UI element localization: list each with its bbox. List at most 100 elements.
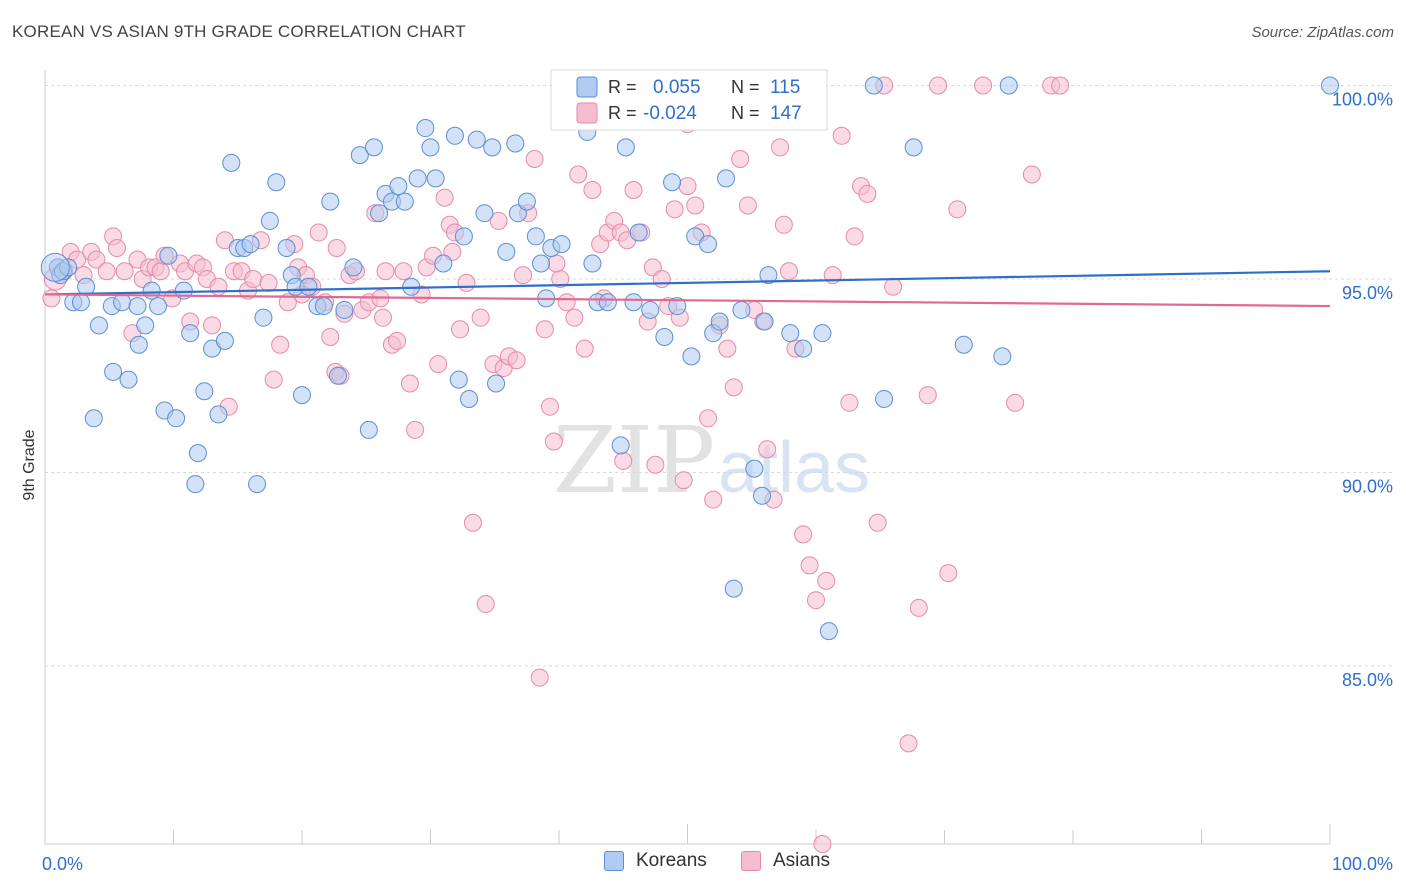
korean-point-23: [186, 475, 205, 494]
asian-point-82: [535, 320, 554, 339]
legend-item-koreans[interactable]: Koreans: [604, 850, 707, 872]
asian-point-69: [457, 273, 476, 292]
korean-point-54: [389, 177, 408, 196]
asians-points: [42, 76, 1070, 853]
asian-point-59: [400, 374, 419, 393]
korean-point-106: [813, 324, 832, 343]
y-tick-label-1: 90.0%: [1342, 476, 1393, 496]
asian-point-151: [327, 239, 346, 258]
asian-point-81: [530, 668, 549, 687]
asian-point-55: [376, 262, 395, 281]
korean-point-59: [421, 138, 440, 157]
asian-point-133: [884, 277, 903, 296]
asians-swatch: [741, 851, 761, 871]
korean-point-36: [267, 173, 286, 192]
legend-asian-r-label: R =: [608, 103, 637, 123]
korean-point-67: [475, 204, 494, 223]
y-axis-label: 9th Grade: [21, 429, 38, 500]
asian-point-87: [565, 308, 584, 327]
korean-point-49: [359, 420, 378, 439]
korean-point-24: [188, 444, 207, 463]
korean-point-12: [119, 370, 138, 389]
asian-point-83: [541, 397, 560, 416]
asian-point-110: [718, 339, 737, 358]
asian-point-17: [151, 262, 170, 281]
korean-point-89: [655, 328, 674, 347]
korean-point-17: [149, 297, 168, 316]
korean-point-109: [904, 138, 923, 157]
korean-point-37: [277, 239, 296, 258]
korean-point-84: [611, 436, 630, 455]
asian-point-138: [939, 564, 958, 583]
legend-asian-swatch: [576, 102, 598, 124]
korean-point-35: [260, 211, 279, 230]
korean-point-100: [745, 459, 764, 478]
asian-point-89: [575, 339, 594, 358]
asian-point-113: [738, 196, 757, 215]
asian-point-60: [406, 420, 425, 439]
y-tick-label-3: 100.0%: [1332, 89, 1393, 109]
asian-point-90: [583, 180, 602, 199]
korean-point-86: [624, 293, 643, 312]
watermark-atlas: atlas: [718, 428, 870, 508]
korean-point-34: [254, 308, 273, 327]
asian-point-142: [1022, 165, 1041, 184]
axes: [44, 70, 1331, 845]
asian-point-38: [278, 293, 297, 312]
asian-point-77: [507, 351, 526, 370]
korean-point-75: [532, 254, 551, 273]
asian-point-136: [918, 386, 937, 405]
korean-point-44: [321, 192, 340, 211]
asian-point-107: [699, 409, 718, 428]
asian-point-58: [394, 262, 413, 281]
chart-title: KOREAN VS ASIAN 9TH GRADE CORRELATION CH…: [12, 22, 466, 41]
asian-point-0: [42, 289, 61, 308]
korean-point-41: [299, 277, 318, 296]
x-tick-labels: 0.0% 100.0%: [42, 854, 1393, 874]
asian-point-131: [868, 513, 887, 532]
korean-point-32: [241, 235, 260, 254]
asian-point-104: [678, 177, 697, 196]
korean-point-66: [467, 130, 486, 149]
korean-point-15: [136, 316, 155, 335]
korean-point-55: [395, 192, 414, 211]
korean-point-105: [794, 339, 813, 358]
asian-point-86: [557, 293, 576, 312]
korean-point-99: [732, 300, 751, 319]
legend-item-asians[interactable]: Asians: [741, 850, 830, 872]
legend-label-koreans: Koreans: [636, 850, 707, 871]
asian-point-135: [909, 598, 928, 617]
korean-point-74: [526, 227, 545, 246]
korean-point-98: [724, 579, 743, 598]
korean-point-13: [128, 297, 147, 316]
asian-point-96: [624, 180, 643, 199]
korean-point-43: [314, 297, 333, 316]
korean-point-25: [195, 382, 214, 401]
asian-point-45: [321, 328, 340, 347]
legend-korean-n-label: N =: [731, 77, 760, 97]
asian-trend-line: [44, 293, 1331, 308]
korean-point-63: [449, 370, 468, 389]
grid-lines: [45, 84, 1392, 667]
asian-point-36: [264, 370, 283, 389]
legend-korean-r-value: 0.055: [653, 77, 701, 98]
korean-point-97: [717, 169, 736, 188]
asian-point-156: [547, 254, 566, 273]
asian-point-33: [244, 269, 263, 288]
korean-point-14: [129, 335, 148, 354]
y-tick-label-0: 85.0%: [1342, 670, 1393, 690]
asian-point-27: [209, 277, 228, 296]
asian-point-119: [780, 262, 799, 281]
legend-asian-n-label: N =: [731, 103, 760, 123]
legend-top: R = 0.055 N = 115 R = -0.024 N = 147: [550, 69, 828, 131]
korean-point-29: [222, 153, 241, 172]
asian-point-154: [774, 215, 793, 234]
korean-point-111: [993, 347, 1012, 366]
korean-point-27: [209, 405, 228, 424]
korean-point-103: [759, 266, 778, 285]
asian-point-149: [646, 455, 665, 474]
korean-point-10: [104, 362, 123, 381]
asian-point-155: [614, 451, 633, 470]
asian-point-7: [87, 250, 106, 269]
